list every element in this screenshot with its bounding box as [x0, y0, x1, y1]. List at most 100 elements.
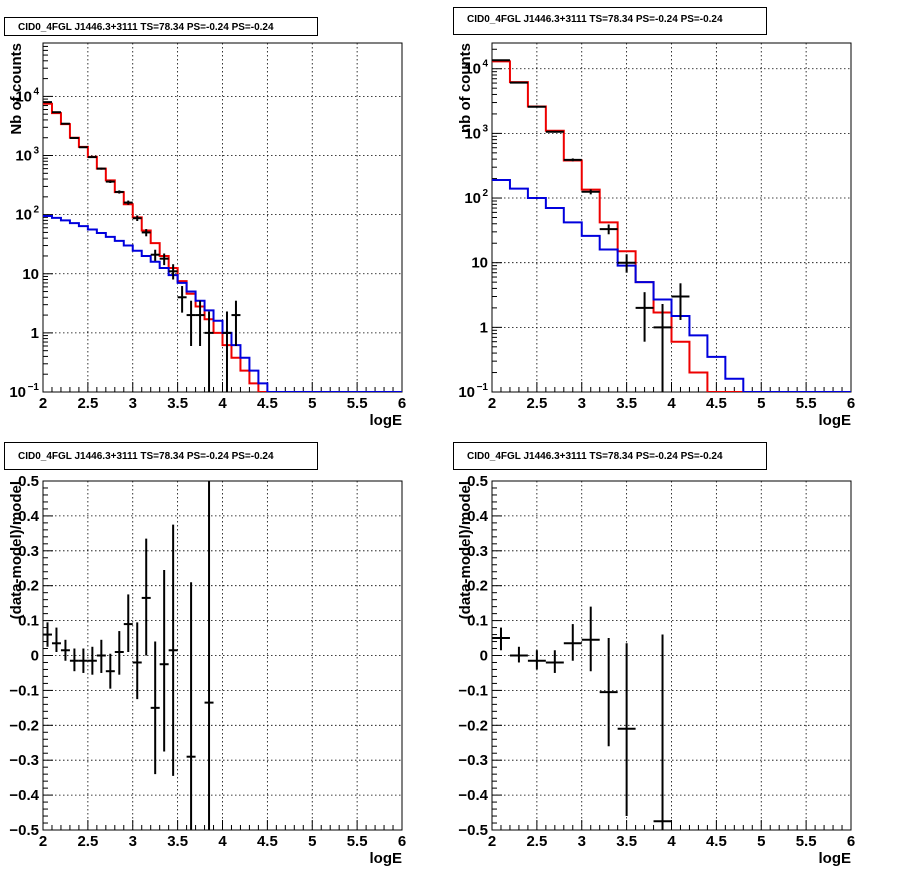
- data-point: [159, 569, 169, 752]
- data-point: [492, 627, 510, 651]
- y-axis-label: (data-model)/model: [8, 481, 25, 619]
- y-tick-label: −0.2: [9, 717, 39, 734]
- data-point: [105, 180, 115, 183]
- x-tick-label: 6: [398, 833, 406, 850]
- x-tick-label: 4.5: [706, 833, 727, 850]
- data-point: [617, 254, 636, 273]
- x-tick-label: 2.5: [526, 395, 547, 412]
- data-area: [492, 606, 672, 830]
- model-series-red: [492, 60, 851, 392]
- y-tick-label: 0.3: [18, 543, 39, 560]
- y-tick-label: −0.3: [458, 752, 488, 769]
- data-point: [87, 646, 97, 675]
- x-axis-label: logE: [370, 850, 403, 867]
- y-tick-exponent: −1: [28, 382, 40, 393]
- x-tick-label: 2.5: [526, 833, 547, 850]
- x-tick-label: 2: [488, 395, 496, 412]
- chart-panel-1: CID0_4FGL J1446.3+3111 TS=78.34 PS=-0.24…: [4, 17, 406, 429]
- x-tick-label: 5: [308, 833, 316, 850]
- title-box: [4, 442, 318, 470]
- data-point: [653, 634, 672, 830]
- y-tick-label: −0.4: [9, 787, 39, 804]
- x-tick-label: 4.5: [257, 833, 278, 850]
- y-tick-label: 10: [22, 266, 39, 283]
- data-point: [563, 624, 582, 661]
- y-tick-label: −0.3: [9, 752, 39, 769]
- data-point: [204, 311, 214, 392]
- y-tick-label: 10: [464, 61, 481, 78]
- y-tick-label: −0.1: [458, 682, 488, 699]
- x-axis-label: logE: [819, 412, 852, 429]
- x-tick-label: 6: [847, 833, 855, 850]
- y-tick-label: 0.1: [467, 613, 488, 630]
- data-point: [150, 641, 160, 775]
- chart-panel-3: CID0_4FGL J1446.3+3111 TS=78.34 PS=-0.24…: [4, 442, 406, 867]
- y-tick-label: 10: [15, 88, 32, 105]
- y-tick-label: −0.2: [458, 717, 488, 734]
- chart-title: CID0_4FGL J1446.3+3111 TS=78.34 PS=-0.24…: [467, 14, 723, 25]
- data-point: [186, 300, 196, 346]
- data-point: [114, 190, 124, 194]
- data-point: [105, 653, 115, 689]
- y-tick-label: 10: [458, 384, 475, 401]
- data-point: [168, 264, 178, 280]
- x-tick-label: 3: [578, 395, 586, 412]
- data-point: [69, 136, 79, 139]
- data-point: [114, 631, 124, 675]
- x-tick-label: 4: [667, 395, 676, 412]
- y-tick-exponent: −1: [477, 382, 489, 393]
- y-tick-label: 0.2: [18, 578, 39, 595]
- y-tick-label: 10: [15, 148, 32, 165]
- data-point: [617, 643, 636, 817]
- data-point: [671, 283, 690, 320]
- data-point: [545, 650, 564, 673]
- data-point: [69, 648, 79, 672]
- data-point: [635, 292, 654, 342]
- data-point: [509, 81, 528, 84]
- data-point: [509, 646, 528, 663]
- y-axis-label: nb of counts: [457, 43, 474, 133]
- y-tick-label: 1: [31, 325, 39, 342]
- data-point: [186, 582, 196, 830]
- x-tick-label: 5: [308, 395, 316, 412]
- data-area: [43, 101, 402, 392]
- y-tick-label: 10: [15, 207, 32, 224]
- data-area: [43, 481, 214, 830]
- data-area: [492, 59, 851, 392]
- data-point: [132, 215, 142, 222]
- x-tick-label: 3: [578, 833, 586, 850]
- y-tick-exponent: 2: [482, 188, 488, 199]
- data-point: [51, 111, 61, 114]
- chart-panel-2: CID0_4FGL J1446.3+3111 TS=78.34 PS=-0.24…: [453, 7, 855, 429]
- y-axis-label: Nb of counts: [8, 43, 25, 135]
- data-point: [51, 627, 61, 653]
- data-point: [96, 639, 106, 673]
- model-series-blue: [43, 214, 402, 392]
- data-point: [132, 622, 142, 700]
- data-point: [123, 200, 133, 205]
- x-axis-label: logE: [370, 412, 403, 429]
- chart-title: CID0_4FGL J1446.3+3111 TS=78.34 PS=-0.24…: [18, 451, 274, 462]
- x-tick-label: 5: [757, 833, 765, 850]
- x-tick-label: 2.5: [77, 395, 98, 412]
- data-point: [177, 286, 187, 313]
- y-tick-label: −0.5: [9, 822, 39, 839]
- y-tick-exponent: 4: [482, 59, 488, 70]
- data-point: [581, 189, 600, 195]
- data-point: [527, 650, 546, 670]
- data-point: [563, 158, 582, 162]
- y-axis-label: (data-model)/model: [457, 481, 474, 619]
- x-tick-label: 2: [488, 833, 496, 850]
- chart-panel-4: CID0_4FGL J1446.3+3111 TS=78.34 PS=-0.24…: [453, 442, 855, 867]
- x-tick-label: 3.5: [167, 395, 188, 412]
- x-tick-label: 3.5: [616, 833, 637, 850]
- data-point: [653, 303, 672, 392]
- y-tick-label: 0.4: [18, 508, 40, 525]
- y-tick-label: 0.4: [467, 508, 489, 525]
- data-point: [123, 594, 133, 653]
- data-point: [87, 156, 97, 159]
- y-tick-label: 0.2: [467, 578, 488, 595]
- data-point: [43, 622, 52, 647]
- y-tick-label: −0.1: [9, 682, 39, 699]
